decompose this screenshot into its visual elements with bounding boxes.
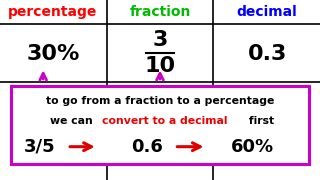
Text: percentage: percentage [8, 5, 98, 19]
FancyBboxPatch shape [11, 86, 309, 164]
Text: fraction: fraction [129, 5, 191, 19]
Text: 60%: 60% [231, 138, 274, 156]
Text: 0.6: 0.6 [131, 138, 163, 156]
Text: we can: we can [50, 116, 96, 126]
Text: 3/5: 3/5 [24, 138, 56, 156]
Text: convert to a decimal: convert to a decimal [102, 116, 227, 126]
Text: to go from a fraction to a percentage: to go from a fraction to a percentage [46, 96, 274, 106]
Text: decimal: decimal [237, 5, 298, 19]
Text: 3: 3 [152, 30, 168, 51]
Text: 30%: 30% [26, 44, 79, 64]
Text: 0.3: 0.3 [247, 44, 287, 64]
Text: 10: 10 [144, 56, 176, 76]
Text: first: first [245, 116, 274, 126]
